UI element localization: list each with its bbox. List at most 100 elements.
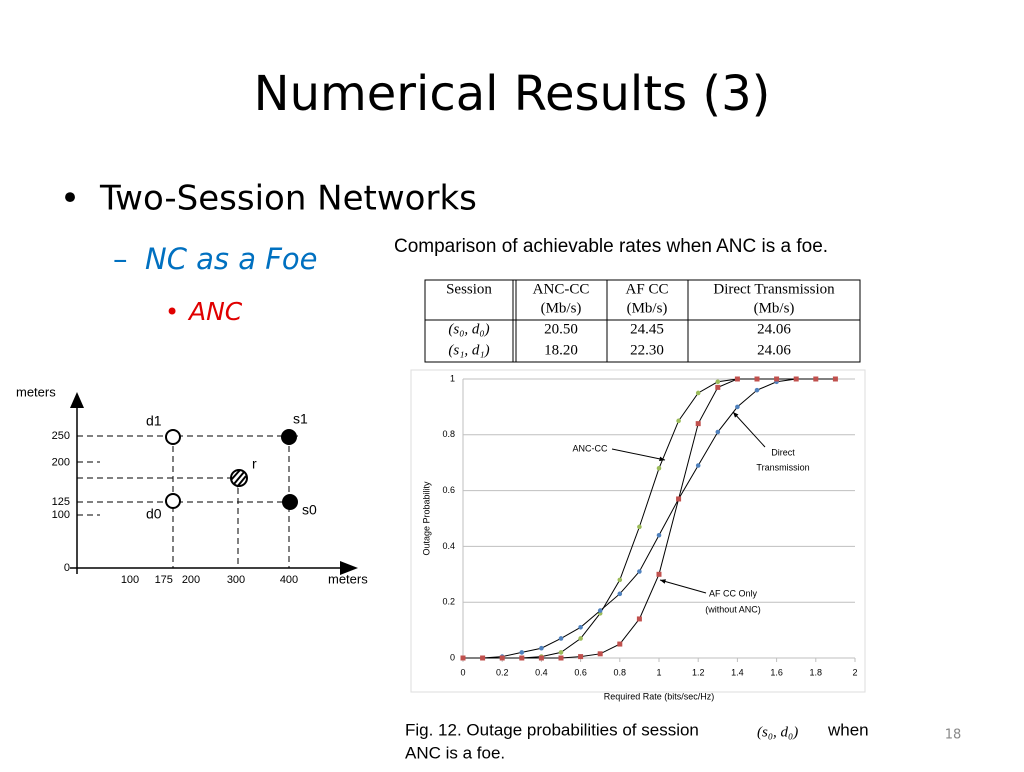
table-header: AF CC: [626, 281, 669, 297]
marker: [499, 655, 505, 661]
annotation: Direct: [771, 447, 795, 457]
marker: [539, 645, 544, 651]
marker: [695, 390, 701, 396]
y-tick-label: 0.2: [442, 597, 455, 607]
x-tick-label: 0.8: [614, 667, 627, 677]
annotation: (without ANC): [705, 604, 761, 614]
annotation-arrow: [732, 411, 766, 448]
marker: [656, 532, 662, 538]
marker: [480, 655, 486, 661]
annotation: Transmission: [756, 462, 809, 472]
marker: [695, 421, 701, 427]
table-cell: 20.50: [544, 321, 578, 337]
marker: [695, 463, 701, 468]
x-tick-label: 175: [155, 574, 173, 586]
x-tick-label: 2: [852, 667, 857, 677]
node-hatch: [230, 469, 247, 488]
table-frame: [424, 279, 861, 363]
node: [165, 493, 181, 509]
x-tick-label: 1.2: [692, 667, 705, 677]
marker: [578, 654, 584, 660]
marker: [754, 376, 760, 382]
node-label: d0: [146, 506, 162, 522]
table-cell: 22.30: [630, 342, 664, 358]
node-label: d1: [146, 413, 162, 429]
y-axis-label: Outage Probability: [421, 481, 431, 556]
x-tick-label: 1.8: [810, 667, 823, 677]
marker: [715, 379, 721, 385]
y-tick-label: 125: [52, 496, 70, 508]
marker: [578, 636, 583, 641]
marker: [676, 496, 682, 502]
node-label: r: [252, 456, 257, 472]
marker: [637, 569, 642, 574]
y-tick-label: 0: [64, 562, 70, 574]
arrow-head: [340, 561, 358, 575]
dashed-guide: [77, 435, 298, 568]
x-tick-label: 0: [460, 667, 465, 677]
table-header: (Mb/s): [627, 300, 668, 316]
marker: [813, 376, 819, 382]
table-cell: (s₀, d₀): [448, 321, 489, 337]
series-line: [463, 378, 836, 659]
arrow-head: [70, 392, 84, 408]
marker: [617, 591, 623, 597]
marker: [715, 429, 721, 435]
axis-label: meters: [16, 384, 56, 399]
annotation-arrow-head: [733, 412, 739, 418]
marker: [597, 608, 603, 613]
marker: [793, 376, 799, 382]
table-cell: (s₁, d₁): [448, 342, 489, 358]
marker: [460, 655, 466, 661]
x-tick-label: 100: [121, 574, 139, 586]
axis-label: meters: [328, 571, 368, 586]
marker: [519, 655, 525, 661]
sub-sub-bullet: ANC: [187, 297, 243, 326]
y-tick-label: 100: [52, 509, 70, 521]
y-tick-label: 0.4: [442, 541, 455, 551]
table-cell: 24.06: [757, 321, 791, 337]
marker: [636, 616, 642, 622]
y-tick-label: 0.6: [442, 485, 455, 495]
bullet: Two-Session Networks: [99, 179, 477, 219]
series-line: [463, 378, 836, 659]
sub-bullet-dash: –: [113, 242, 128, 276]
marker: [558, 650, 564, 655]
marker: [617, 641, 623, 647]
x-tick-label: 300: [227, 574, 245, 586]
marker: [519, 650, 525, 655]
table-cell: 18.20: [544, 342, 578, 358]
table-header: (Mb/s): [754, 300, 795, 316]
x-tick-label: 1: [656, 667, 661, 677]
table-header: ANC-CC: [533, 281, 590, 297]
x-tick-label: 200: [182, 574, 200, 586]
table-header: (Mb/s): [541, 300, 582, 316]
figure-caption-math: (s₀, d₀): [757, 724, 798, 740]
chart-frame: [410, 369, 866, 693]
slide-title: Numerical Results (3): [254, 66, 771, 122]
marker: [774, 376, 780, 382]
node: [282, 494, 298, 510]
x-tick-label: 1.4: [731, 667, 744, 677]
x-tick-label: 0.4: [535, 667, 548, 677]
marker: [676, 418, 681, 424]
sub-sub-dot: •: [165, 298, 179, 326]
y-tick-label: 250: [52, 430, 70, 442]
series-line: [463, 378, 836, 659]
y-tick-label: 0.8: [442, 429, 455, 439]
node-label: s0: [302, 502, 317, 518]
x-tick-label: 400: [280, 574, 298, 586]
marker: [656, 465, 662, 471]
annotation-arrow: [659, 579, 707, 594]
node-label: s1: [293, 411, 308, 427]
marker: [558, 655, 564, 661]
marker: [558, 636, 564, 641]
annotation-arrow: [611, 448, 666, 461]
table-cell: 24.06: [757, 342, 791, 358]
table-header: Direct Transmission: [713, 281, 835, 297]
annotation: ANC-CC: [573, 443, 608, 453]
annotation-arrow-head: [659, 456, 665, 462]
marker: [656, 571, 662, 577]
figure-caption: when: [827, 720, 869, 739]
